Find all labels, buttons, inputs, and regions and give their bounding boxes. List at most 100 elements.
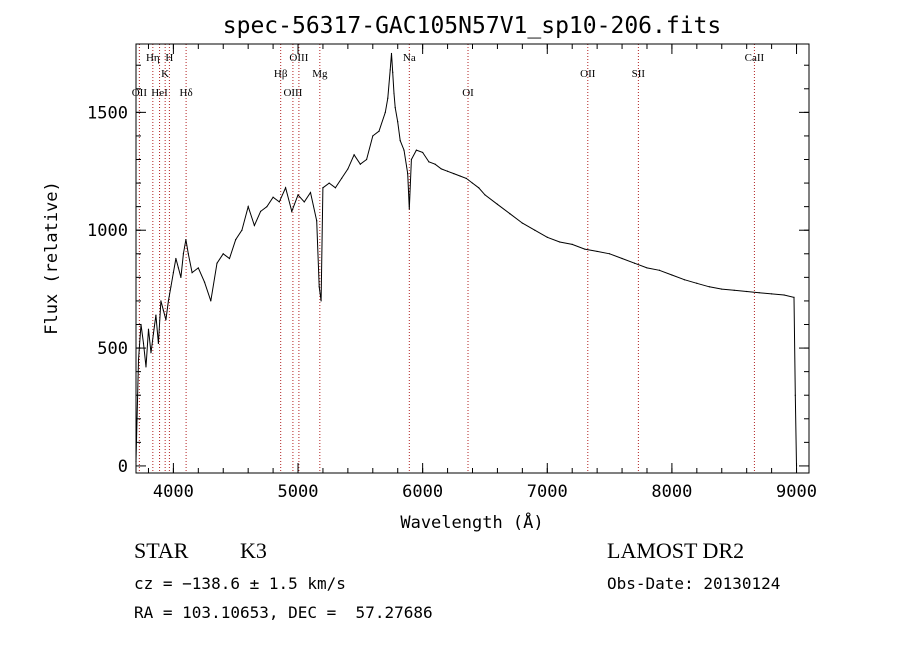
spectrum-point xyxy=(415,149,418,151)
spectral-line-label: Hη xyxy=(146,52,160,64)
spectral-line-label: H xyxy=(165,52,173,64)
spectral-line-label: OIII xyxy=(283,87,302,99)
spectrum-point xyxy=(318,286,320,288)
spectrum-point xyxy=(322,187,324,189)
spectrum-point xyxy=(185,239,187,241)
spectrum-point xyxy=(399,140,401,142)
spectrum-point xyxy=(320,300,322,302)
spectrum-point xyxy=(758,292,760,294)
spectrum-point xyxy=(253,224,255,227)
spectrum-point xyxy=(182,253,184,255)
spectrum-point xyxy=(372,135,374,137)
y-tick-label: 0 xyxy=(118,457,128,477)
spectrum-point xyxy=(410,158,413,161)
spectrum-point xyxy=(453,173,455,175)
y-tick-label: 1000 xyxy=(87,221,128,241)
spectrum-line xyxy=(135,53,797,466)
spectrum-point xyxy=(394,107,396,109)
spectrum-point xyxy=(471,182,474,184)
spectrum-point xyxy=(260,210,262,212)
spectrum-point xyxy=(571,243,573,245)
spectrum-point xyxy=(633,262,636,264)
chart-title: spec-56317-GAC105N57V1_sp10-206.fits xyxy=(223,13,722,39)
spectrum-point xyxy=(484,194,486,196)
y-tick-label: 500 xyxy=(97,339,128,359)
spectrum-point xyxy=(167,300,170,302)
spectrum-point xyxy=(478,187,480,189)
spectrum-point xyxy=(160,300,162,302)
spectrum-point xyxy=(746,290,748,293)
spectrum-point xyxy=(303,201,305,203)
spectrum-point xyxy=(794,394,796,396)
spectrum-point xyxy=(177,267,179,269)
survey-name: LAMOST DR2 xyxy=(607,538,745,563)
spectrum-point xyxy=(459,175,461,177)
spectrum-point xyxy=(397,121,399,123)
spectrum-point xyxy=(546,236,548,238)
spectrum-point xyxy=(187,253,189,255)
spectrum-point xyxy=(793,296,795,298)
spectrum-point xyxy=(353,154,355,156)
spectral-line-label: Mg xyxy=(312,68,328,80)
spectrum-point xyxy=(683,279,685,281)
spectrum-point xyxy=(465,177,467,179)
spectral-line-label: Na xyxy=(403,52,416,64)
spectrum-point xyxy=(428,161,430,163)
spectral-line-label: SII xyxy=(632,68,646,80)
spectrum-point xyxy=(708,286,710,288)
spectral-line-label: Hβ xyxy=(274,68,288,80)
spectrum-point xyxy=(247,206,249,208)
spectrum-point xyxy=(696,282,698,284)
x-tick-label: 6000 xyxy=(402,482,443,502)
spectrum-point xyxy=(197,267,199,269)
spectrum-point xyxy=(440,168,442,170)
spectrum-point xyxy=(446,170,449,172)
spectrum-point xyxy=(359,163,361,165)
spectrum-point xyxy=(496,203,499,205)
spectrum-point xyxy=(384,111,386,113)
spectrum-point xyxy=(266,206,268,208)
spectrum-point xyxy=(771,293,773,295)
spectrum-point xyxy=(334,187,337,189)
redshift-velocity: cz = −138.6 ± 1.5 km/s xyxy=(134,574,346,593)
spectral-line-label: K xyxy=(161,68,169,80)
x-axis: 4000 5000 6000 7000 8000 9000 xyxy=(147,44,817,502)
spectrum-point xyxy=(235,239,237,241)
spectrum-point xyxy=(150,352,152,354)
spectrum-point xyxy=(671,274,673,276)
spectrum-point xyxy=(145,366,147,368)
spectrum-point xyxy=(341,177,343,179)
spectrum-point xyxy=(216,262,218,264)
spectrum-point xyxy=(783,294,785,296)
spectrum-point xyxy=(147,328,150,330)
spectrum-point xyxy=(733,289,735,291)
y-axis: 0 500 1000 1500 xyxy=(87,64,809,477)
spectrum-point xyxy=(137,359,140,361)
spectrum-point xyxy=(172,272,174,274)
spectrum-point xyxy=(203,281,206,283)
x-tick-label: 4000 xyxy=(153,482,194,502)
spectrum-point xyxy=(191,272,193,274)
spectrum-point xyxy=(646,267,648,269)
spectrum-point xyxy=(165,319,167,321)
y-axis-label: Flux (relative) xyxy=(42,181,62,335)
spectrum-point xyxy=(393,92,395,95)
spectrum-point xyxy=(222,253,224,255)
spectrum-point xyxy=(407,173,409,175)
x-axis-label: Wavelength (Å) xyxy=(400,511,543,533)
object-subclass: K3 xyxy=(240,538,267,563)
spectrum-point xyxy=(658,269,661,271)
spectrum-point xyxy=(328,182,330,184)
spectrum-point xyxy=(365,158,368,161)
spectrum-point xyxy=(403,149,405,151)
spectrum-point xyxy=(795,465,798,467)
spectrum-point xyxy=(378,130,380,132)
object-class: STAR xyxy=(134,538,189,563)
spectrum-point xyxy=(608,253,611,255)
spectrum-point xyxy=(309,191,312,194)
x-tick-label: 5000 xyxy=(278,482,319,502)
spectrum-point xyxy=(140,323,142,326)
spectrum-point xyxy=(157,342,160,344)
spectral-line-label: HeI xyxy=(151,87,168,99)
spectral-line-label: CaII xyxy=(745,52,765,64)
